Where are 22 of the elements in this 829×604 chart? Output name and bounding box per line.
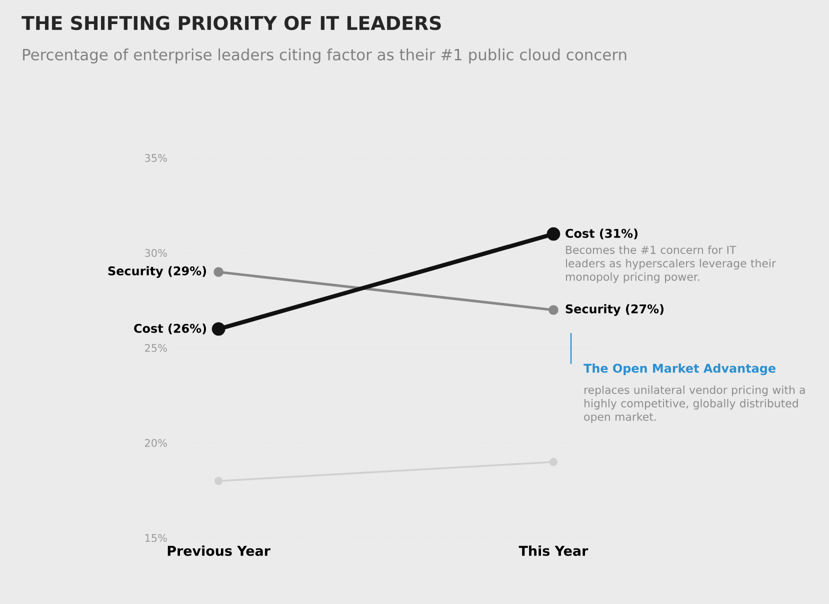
annotation: Becomes the #1 concern for IT leaders as hyperscalers leverage their monopoly pricing power. (566, 246, 776, 284)
y-tick-label: 30% (145, 249, 167, 257)
data-label: Cost (26%) (134, 324, 206, 334)
point (212, 322, 226, 336)
y-tick-label: 15% (145, 534, 167, 542)
y-tick-label: 35% (145, 154, 167, 162)
point (546, 227, 560, 241)
y-tick-label: 25% (145, 344, 167, 352)
data-label: Cost (31%) (566, 228, 638, 240)
x-tick-label: This Year (518, 546, 588, 556)
annotation: replaces unilateral vendor pricing with a highly competitive, globally distributed open market. (584, 386, 805, 424)
chart-subtitle: Percentage of enterprise leaders citing factor as their #1 public cloud concern (23, 48, 626, 64)
chart-title: THE SHIFTING PRIORITY OF IT LEADERS (22, 16, 441, 30)
annotation: The Open Market Advantage (584, 364, 776, 376)
y-tick-label: 20% (145, 439, 167, 447)
x-tick-label: Previous Year (168, 546, 270, 556)
point (214, 267, 224, 277)
point (548, 305, 558, 315)
point (549, 458, 558, 466)
data-label: Security (29%) (108, 266, 206, 278)
point (214, 476, 223, 486)
data-label: Security (27%) (566, 304, 664, 316)
